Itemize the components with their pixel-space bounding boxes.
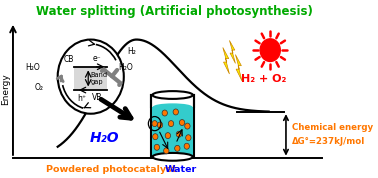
Text: h⁺: h⁺ xyxy=(77,94,86,103)
Text: Chemical energy: Chemical energy xyxy=(291,123,373,132)
Polygon shape xyxy=(235,55,242,81)
Text: CB: CB xyxy=(64,55,74,64)
Text: ΔG°=237kJ/mol: ΔG°=237kJ/mol xyxy=(291,137,365,146)
Polygon shape xyxy=(229,40,235,63)
Circle shape xyxy=(58,40,124,114)
Circle shape xyxy=(260,39,280,61)
Text: H₂O: H₂O xyxy=(90,131,120,145)
Text: H₂O: H₂O xyxy=(118,63,133,72)
Bar xyxy=(74,67,107,90)
Circle shape xyxy=(185,123,190,129)
Text: VB: VB xyxy=(92,93,103,101)
Text: Powdered photocatalyst: Powdered photocatalyst xyxy=(46,165,177,174)
Text: H₂: H₂ xyxy=(128,47,136,56)
Ellipse shape xyxy=(152,91,193,99)
Ellipse shape xyxy=(153,104,192,111)
Text: Water: Water xyxy=(164,165,197,174)
Circle shape xyxy=(186,135,191,141)
Circle shape xyxy=(180,120,185,125)
Text: Water splitting (Artificial photosynthesis): Water splitting (Artificial photosynthes… xyxy=(36,5,313,18)
Polygon shape xyxy=(223,48,229,74)
Circle shape xyxy=(175,145,180,151)
Text: Energy: Energy xyxy=(1,73,10,105)
Text: O₂: O₂ xyxy=(34,83,43,92)
Circle shape xyxy=(153,134,158,140)
Text: H₂ + O₂: H₂ + O₂ xyxy=(241,74,287,84)
Circle shape xyxy=(173,109,178,115)
Circle shape xyxy=(164,148,169,154)
Circle shape xyxy=(154,144,160,150)
Bar xyxy=(152,107,193,157)
Circle shape xyxy=(176,131,181,137)
Text: Band
gap: Band gap xyxy=(90,72,108,85)
Circle shape xyxy=(152,121,157,127)
Ellipse shape xyxy=(152,153,193,161)
Text: H₂O: H₂O xyxy=(26,63,40,72)
Circle shape xyxy=(162,110,167,116)
Text: e⁻: e⁻ xyxy=(92,54,101,63)
Circle shape xyxy=(184,143,189,149)
Circle shape xyxy=(165,133,170,139)
Circle shape xyxy=(168,121,174,127)
Circle shape xyxy=(157,122,163,128)
